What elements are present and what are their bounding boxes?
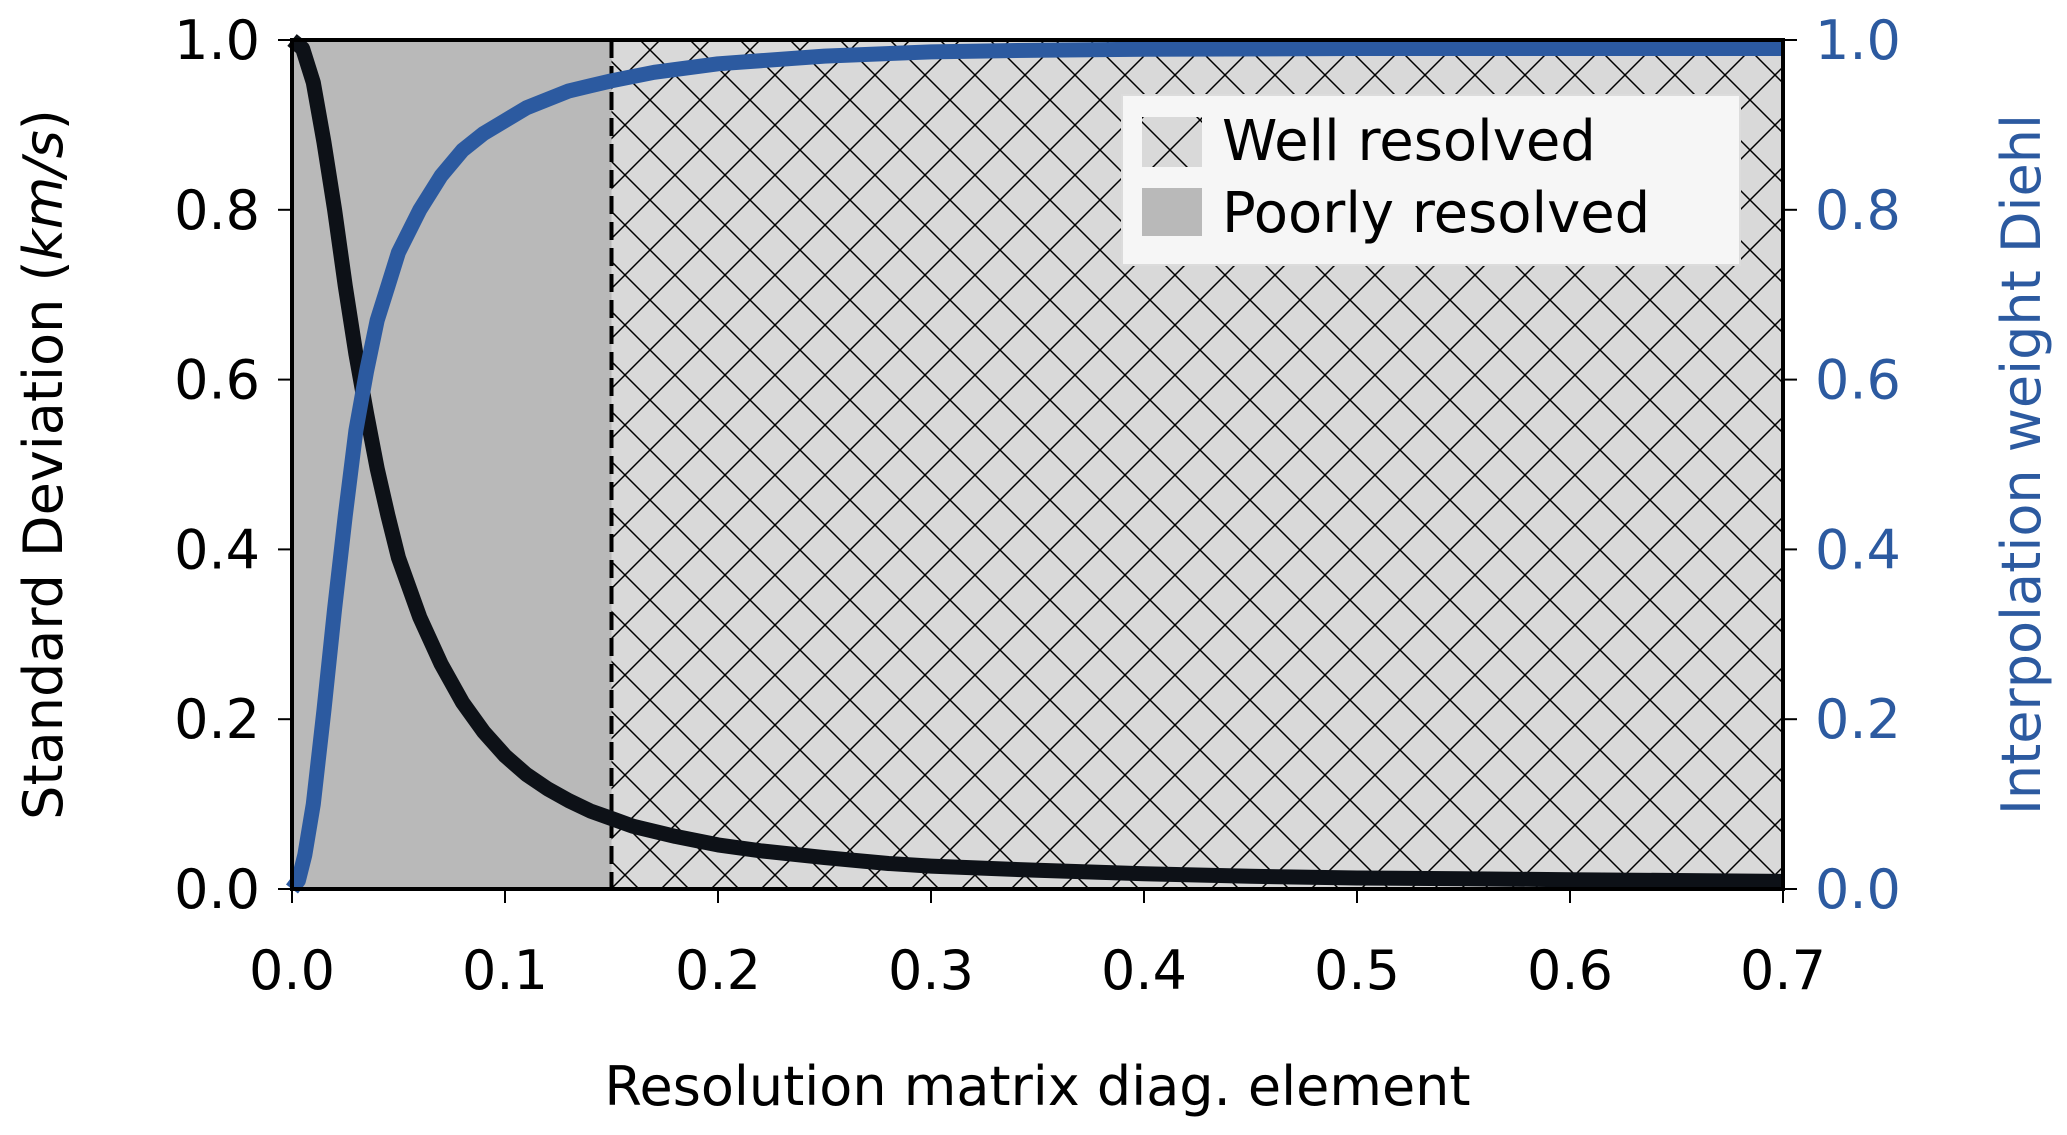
y-left-tick-label: 1.0: [174, 9, 260, 72]
y-left-tick-label: 0.0: [174, 858, 260, 921]
legend-label-well-resolved: Well resolved: [1222, 109, 1596, 174]
y-left-tick-label: 0.2: [174, 688, 260, 751]
x-tick-label: 0.5: [1314, 939, 1400, 1002]
y-right-tick-label: 1.0: [1815, 9, 1901, 72]
legend-swatch-well-resolved-hatch: [1142, 117, 1202, 167]
x-tick-label: 0.0: [249, 939, 335, 1002]
y-axis-right-title: Interpolation weight Diehl: [1990, 114, 2053, 815]
y-axis-left-title-suffix: ): [12, 109, 75, 130]
legend-label-poorly-resolved: Poorly resolved: [1222, 181, 1650, 246]
x-axis: 0.0 0.1 0.2 0.3 0.4 0.5 0.6 0.7: [249, 889, 1826, 1002]
plot-frame: [290, 38, 1785, 891]
y-right-tick-label: 0.8: [1815, 179, 1901, 242]
x-tick-label: 0.4: [1101, 939, 1187, 1002]
y-right-tick-label: 0.6: [1815, 349, 1901, 412]
y-left-tick-label: 0.6: [174, 349, 260, 412]
legend: Well resolved Poorly resolved: [1121, 94, 1741, 266]
y-right-tick-label: 0.0: [1815, 858, 1901, 921]
y-right-tick-label: 0.2: [1815, 688, 1901, 751]
y-axis-left-title: Standard Deviation (km/s): [12, 109, 75, 820]
series-line-right: [286, 41, 1783, 894]
y-axis-left-title-prefix: Standard Deviation (: [12, 260, 75, 819]
y-left-tick-label: 0.8: [174, 179, 260, 242]
legend-box: [1121, 94, 1741, 266]
y-axis-right: 0.0 0.2 0.4 0.6 0.8 1.0: [1783, 9, 1901, 921]
x-tick-label: 0.2: [675, 939, 761, 1002]
x-tick-label: 0.7: [1740, 939, 1826, 1002]
y-right-tick-label: 0.4: [1815, 518, 1901, 581]
y-axis-left-title-unit: km/s: [12, 130, 75, 260]
x-tick-label: 0.6: [1527, 939, 1613, 1002]
y-left-tick-label: 0.4: [174, 518, 260, 581]
x-axis-title: Resolution matrix diag. element: [604, 1055, 1470, 1118]
series-line-left: [287, 34, 1784, 889]
legend-swatch-poorly-resolved: [1142, 188, 1202, 236]
x-tick-label: 0.3: [888, 939, 974, 1002]
y-axis-left: 0.0 0.2 0.4 0.6 0.8 1.0: [174, 9, 292, 921]
series-layer: [286, 34, 1784, 894]
x-tick-label: 0.1: [462, 939, 548, 1002]
